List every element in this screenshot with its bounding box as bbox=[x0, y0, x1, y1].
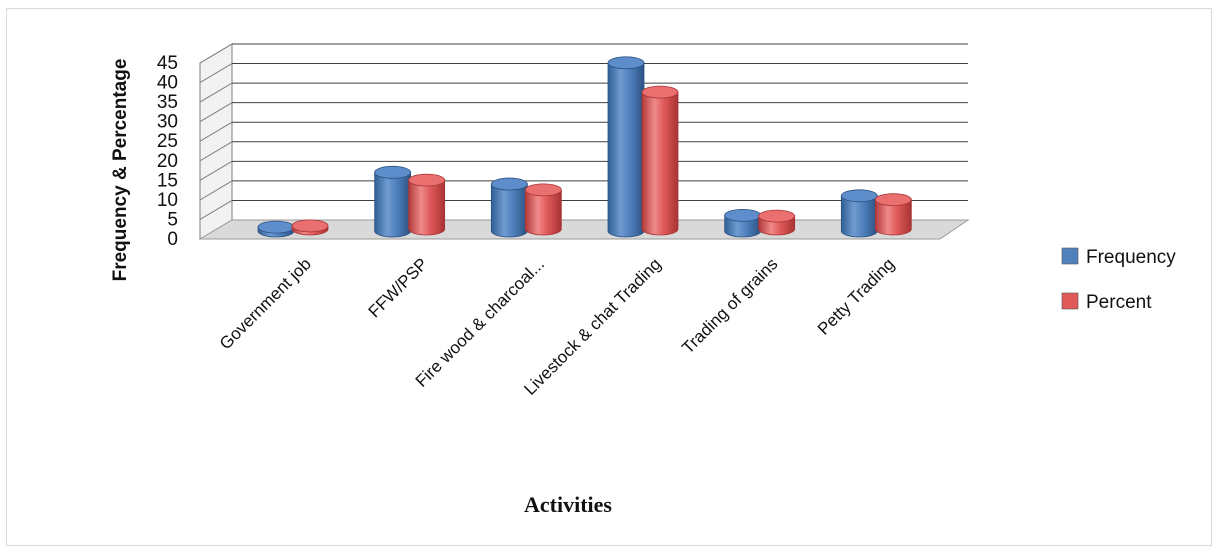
bar-frequency bbox=[724, 208, 762, 238]
y-tick-label: 10 bbox=[157, 190, 178, 211]
bar-body bbox=[490, 183, 528, 238]
bar-body bbox=[607, 62, 645, 238]
bar-top bbox=[408, 173, 446, 187]
side-gridline bbox=[199, 43, 233, 64]
category-label: Petty Trading bbox=[814, 254, 898, 338]
side-gridline bbox=[199, 200, 233, 220]
bar-top bbox=[874, 193, 912, 207]
y-tick-label: 45 bbox=[157, 53, 178, 74]
y-tick-label: 0 bbox=[167, 229, 178, 250]
bar-percent bbox=[641, 85, 679, 236]
bar-frequency bbox=[257, 220, 295, 238]
bar-percent bbox=[758, 209, 796, 236]
side-gridline bbox=[199, 102, 233, 123]
side-gridline bbox=[199, 121, 233, 142]
bar-top bbox=[758, 209, 796, 223]
bar-frequency bbox=[840, 189, 878, 238]
bar-body bbox=[641, 91, 679, 236]
bar-percent bbox=[524, 183, 562, 236]
legend-swatch bbox=[1061, 247, 1079, 265]
legend-swatch bbox=[1061, 292, 1079, 310]
y-axis-label: Frequency & Percentage bbox=[110, 59, 131, 282]
side-gridline bbox=[199, 63, 233, 83]
y-tick-label: 5 bbox=[167, 209, 178, 230]
legend-label: Percent bbox=[1086, 292, 1152, 313]
y-tick-label: 20 bbox=[157, 151, 178, 172]
bar-top bbox=[374, 165, 412, 179]
bar-top bbox=[291, 219, 329, 233]
bar-percent bbox=[874, 193, 912, 236]
bar-top bbox=[840, 189, 878, 203]
bar-body bbox=[874, 199, 912, 236]
gridlines bbox=[199, 43, 968, 220]
bar-frequency bbox=[490, 177, 528, 238]
side-gridline bbox=[199, 180, 233, 201]
bar-body bbox=[408, 179, 446, 236]
bar-percent bbox=[291, 219, 329, 236]
y-tick-label: 25 bbox=[157, 131, 178, 152]
legend-label: Frequency bbox=[1086, 247, 1176, 268]
side-gridline bbox=[199, 160, 233, 181]
x-axis-label: Activities bbox=[524, 492, 612, 517]
bar-top bbox=[524, 183, 562, 197]
bars bbox=[257, 56, 912, 238]
legend-item-frequency: Frequency bbox=[1061, 247, 1176, 268]
bar-frequency bbox=[374, 165, 412, 238]
bar-top bbox=[607, 56, 645, 70]
category-label: Trading of grains bbox=[678, 254, 781, 357]
y-tick-label: 30 bbox=[157, 112, 178, 133]
bar-percent bbox=[408, 173, 446, 236]
category-label: Fire wood & charcoal... bbox=[412, 254, 548, 390]
bar-body bbox=[524, 189, 562, 236]
y-tick-label: 40 bbox=[157, 73, 178, 94]
bar-top bbox=[724, 208, 762, 222]
y-tick-label: 15 bbox=[157, 170, 178, 191]
bar-body bbox=[374, 171, 412, 238]
bar-top bbox=[257, 220, 295, 234]
category-label: Livestock & chat Trading bbox=[520, 254, 664, 398]
side-gridline bbox=[199, 82, 233, 103]
bar-top bbox=[490, 177, 528, 191]
bar-top bbox=[641, 85, 679, 99]
side-gridline bbox=[199, 141, 233, 162]
category-label: Government job bbox=[216, 254, 315, 353]
y-tick-label: 35 bbox=[157, 92, 178, 113]
legend: Frequency Percent bbox=[1061, 247, 1176, 313]
bar-frequency bbox=[607, 56, 645, 238]
category-label: FFW/PSP bbox=[365, 254, 432, 321]
legend-item-percent: Percent bbox=[1061, 292, 1152, 313]
